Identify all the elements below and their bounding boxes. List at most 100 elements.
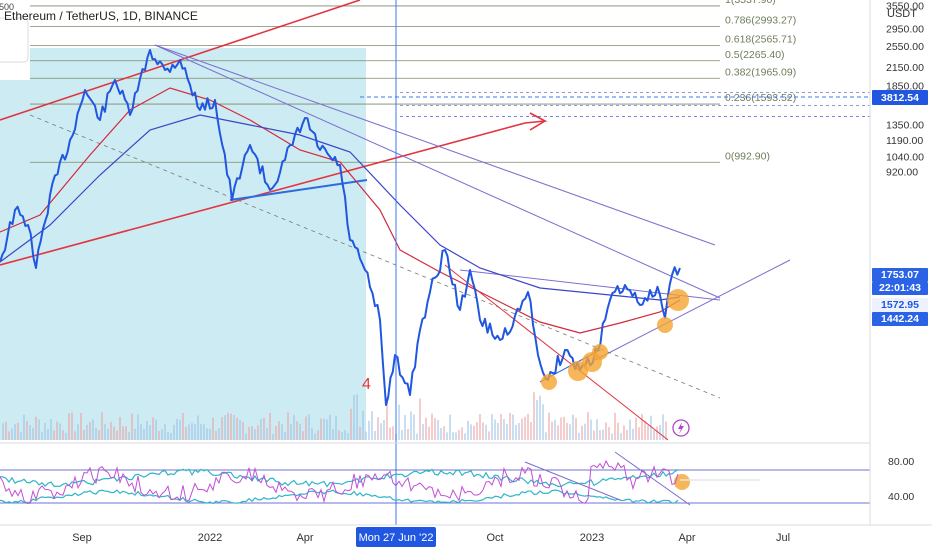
volume-bar — [314, 433, 316, 440]
time-tick-label: Jul — [776, 532, 790, 544]
volume-bar — [233, 415, 235, 440]
price-tick-label: 1850.00 — [886, 81, 924, 93]
volume-bar — [23, 414, 25, 440]
volume-bar — [107, 428, 109, 440]
volume-bar — [38, 419, 40, 440]
trendline-lower-red — [0, 122, 526, 266]
volume-bar — [563, 416, 565, 440]
volume-bar — [47, 428, 49, 440]
volume-bar — [269, 412, 271, 440]
volume-bar — [632, 428, 634, 440]
volume-bar — [122, 426, 124, 440]
volume-bar — [425, 417, 427, 440]
volume-bar — [26, 421, 28, 440]
volume-bar — [611, 433, 613, 440]
volume-bar — [44, 423, 46, 440]
volume-bar — [56, 421, 58, 440]
volume-bar — [530, 422, 532, 440]
price-tick-label: 1190.00 — [886, 135, 923, 147]
volume-bar — [248, 426, 250, 440]
volume-bar — [302, 431, 304, 440]
volume-bar — [584, 423, 586, 440]
volume-bar — [104, 424, 106, 440]
volume-bar — [41, 432, 43, 440]
volume-bar — [617, 422, 619, 440]
volume-bar — [524, 416, 526, 440]
volume-bar — [569, 424, 571, 440]
volume-bar — [365, 431, 367, 440]
volume-bar — [158, 431, 160, 440]
volume-bar — [410, 411, 412, 440]
trendline-red-down — [444, 264, 669, 441]
volume-bar — [662, 414, 664, 440]
ma-slow-badge: 1442.24 — [881, 313, 919, 325]
volume-bar — [53, 430, 55, 440]
volume-bar — [98, 430, 100, 440]
volume-bar — [491, 414, 493, 440]
time-tick-label: Apr — [678, 532, 695, 544]
price-tick-label: 920.00 — [886, 167, 918, 179]
volume-bar — [131, 413, 133, 440]
volume-bar — [218, 428, 220, 440]
volume-bar — [407, 428, 409, 440]
volume-bar — [437, 419, 439, 440]
volume-bar — [143, 428, 145, 440]
highlight-circle — [541, 374, 557, 390]
crosshair-price-badge-bg — [872, 90, 928, 105]
volume-bar — [50, 419, 52, 440]
fib-label: 0.618(2565.71) — [725, 33, 796, 45]
volume-bar — [371, 411, 373, 440]
volume-bar — [578, 432, 580, 440]
volume-bar — [440, 428, 442, 440]
volume-bar — [665, 421, 667, 440]
volume-bar — [275, 426, 277, 440]
shaded-zone — [0, 48, 366, 440]
volume-bar — [596, 419, 598, 440]
volume-bar — [536, 400, 538, 440]
lightning-bolt-icon[interactable] — [672, 419, 690, 437]
volume-bar — [149, 425, 151, 440]
volume-bar — [608, 427, 610, 440]
volume-bar — [389, 427, 391, 440]
volume-bar — [377, 417, 379, 440]
countdown-badge-bg — [872, 282, 928, 295]
volume-bar — [512, 414, 514, 440]
volume-bar — [281, 424, 283, 440]
ma-fast-badge-bg — [872, 298, 928, 312]
volume-bar — [551, 421, 553, 440]
volume-bar — [380, 423, 382, 440]
volume-bar — [74, 431, 76, 440]
volume-bar — [575, 418, 577, 440]
volume-bar — [110, 421, 112, 440]
volume-bar — [518, 423, 520, 440]
time-tick-label: 2022 — [198, 532, 222, 544]
price-tick-label: 2550.00 — [886, 41, 924, 53]
volume-bar — [539, 395, 541, 440]
countdown-badge: 22:01:43 — [879, 282, 921, 294]
volume-bar — [368, 420, 370, 440]
time-tick-label: Sep — [72, 532, 92, 544]
volume-bar — [239, 419, 241, 440]
volume-bar — [68, 413, 70, 440]
highlight-circle — [674, 474, 690, 490]
volume-bar — [650, 415, 652, 440]
price-tick-label: 2150.00 — [886, 62, 924, 74]
volume-bar — [434, 418, 436, 440]
last-price-badge: 1753.07 — [881, 269, 919, 281]
volume-bar — [284, 432, 286, 440]
price-axis[interactable] — [870, 0, 932, 525]
volume-bar — [197, 415, 199, 440]
volume-bar — [191, 423, 193, 440]
volume-bar — [83, 429, 85, 440]
volume-bar — [653, 430, 655, 440]
volume-bar — [464, 433, 466, 440]
volume-bar — [359, 427, 361, 440]
price-tick-label: 3550.00 — [886, 1, 924, 13]
volume-bar — [659, 424, 661, 440]
volume-bar — [152, 417, 154, 440]
volume-bar — [260, 418, 262, 440]
volume-bar — [224, 415, 226, 440]
volume-bar — [356, 394, 358, 440]
